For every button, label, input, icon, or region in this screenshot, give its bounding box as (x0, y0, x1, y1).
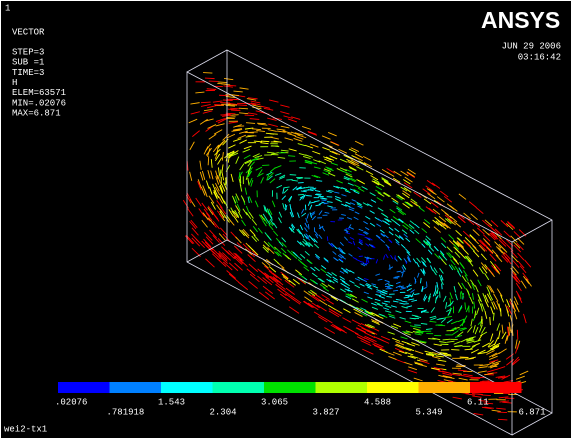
legend-swatch (264, 382, 316, 393)
legend-swatch (367, 382, 419, 393)
viewport (0, 0, 572, 439)
vector-arrow (239, 108, 248, 109)
vector-arrow (498, 419, 507, 420)
legend-swatch (110, 382, 162, 393)
vector-arrow (208, 156, 209, 165)
time: 03:16:42 (518, 52, 561, 62)
legend-swatch (161, 382, 213, 393)
legend-label: 6.11 (467, 397, 489, 407)
legend-label: .02076 (55, 397, 87, 407)
ansys-logo: ANSYS (481, 7, 560, 33)
vector-arrow (405, 295, 411, 296)
info-line: TIME=3 (12, 68, 44, 78)
window-number: 1 (5, 3, 10, 13)
info-line: STEP=3 (12, 47, 44, 57)
vector-arrow (261, 141, 269, 142)
vector-arrow (482, 395, 491, 396)
vector-arrow (517, 330, 518, 340)
vector-arrow (327, 236, 328, 241)
vector-arrow (223, 100, 233, 101)
date: JUN 29 2006 (502, 41, 561, 51)
vector-arrow (390, 265, 391, 270)
vector-arrow (201, 102, 211, 103)
legend-swatch (213, 382, 265, 393)
vector-arrow (451, 350, 459, 351)
vector-arrow (428, 339, 435, 340)
vector-arrow (435, 285, 436, 291)
info-line: H (12, 78, 17, 88)
legend-swatch (58, 382, 110, 393)
info-line: SUB =1 (12, 58, 44, 68)
legend-label: .781918 (107, 407, 145, 417)
vector-arrow (497, 412, 507, 413)
legend-swatch (316, 382, 368, 393)
legend-label: 6.871 (519, 407, 546, 417)
legend-label: 4.588 (364, 397, 391, 407)
legend-label: 3.827 (313, 407, 340, 417)
vector-arrow (490, 317, 491, 325)
graphics-window: 1 VECTOR STEP=3SUB =1TIME=3HELEM=63571MI… (0, 0, 572, 439)
vector-arrow (205, 78, 215, 79)
legend-label: 1.543 (158, 397, 185, 407)
legend-label: 5.349 (416, 407, 443, 417)
footer-label: wei2-tx1 (4, 424, 47, 434)
vector-arrow (401, 287, 406, 288)
vector-arrow (442, 283, 443, 289)
vector-arrow (245, 132, 254, 133)
legend-label: 3.065 (261, 397, 288, 407)
vector-arrow (306, 195, 312, 196)
vector-arrow (203, 73, 212, 74)
vector-arrow (286, 180, 292, 181)
vector-arrow (316, 181, 322, 182)
info-line: MAX=6.871 (12, 109, 61, 119)
info-line: MIN=.02076 (12, 98, 66, 108)
vector-arrow (231, 110, 240, 111)
legend-swatch (470, 382, 522, 393)
vector-arrow (482, 316, 483, 324)
legend-swatch (419, 382, 471, 393)
vector-arrow (288, 156, 295, 157)
plot-type: VECTOR (12, 27, 45, 37)
info-line: ELEM=63571 (12, 88, 66, 98)
legend-label: 2.304 (210, 407, 237, 417)
